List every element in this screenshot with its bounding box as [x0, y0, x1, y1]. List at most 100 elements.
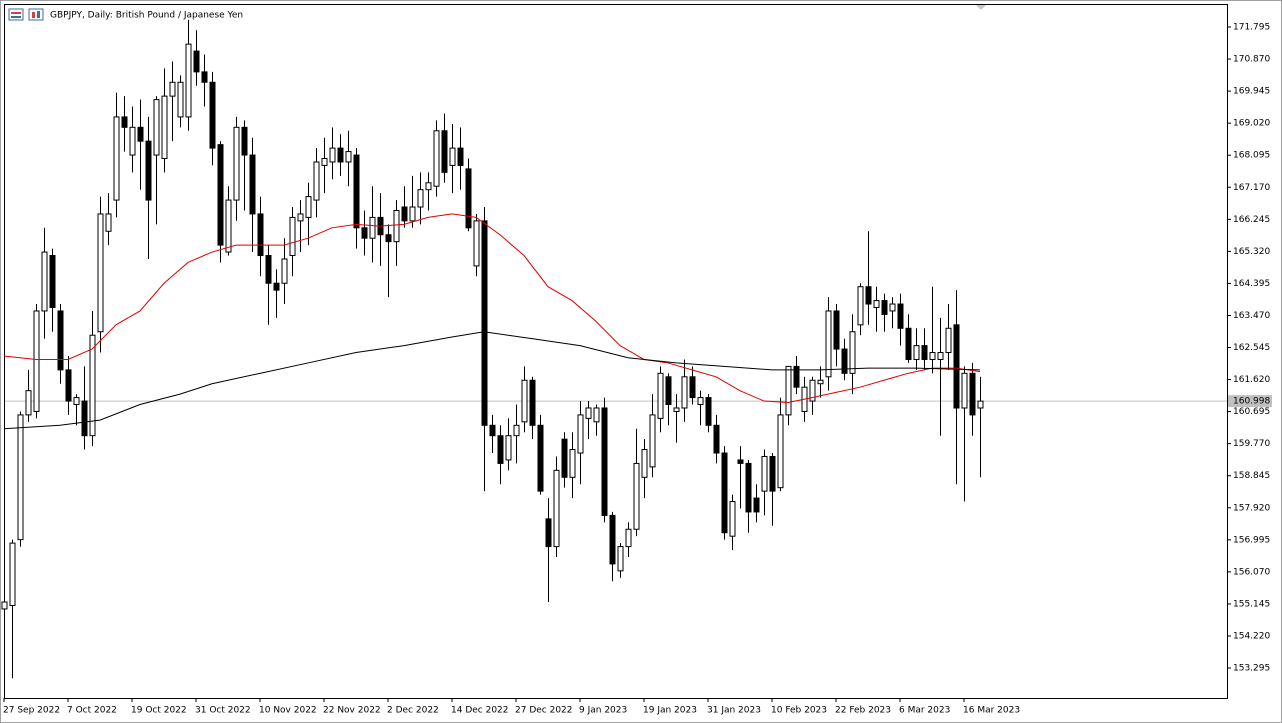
- candle-body: [457, 147, 464, 166]
- candle-body: [449, 147, 456, 166]
- candle-body: [417, 189, 424, 208]
- candle-body: [681, 376, 688, 409]
- y-tick-label: 164.395: [1233, 279, 1270, 289]
- candle-body: [945, 327, 952, 354]
- y-tick-label: 168.095: [1233, 151, 1270, 161]
- candle-body: [553, 469, 560, 548]
- moving-average: [3, 213, 981, 403]
- candle-body: [537, 424, 544, 492]
- candle-body: [401, 206, 408, 222]
- candle-body: [409, 206, 416, 222]
- candle-body: [529, 379, 536, 426]
- y-tick-label: 157.920: [1233, 503, 1270, 513]
- candle-body: [393, 209, 400, 243]
- y-tick-label: 156.070: [1233, 567, 1270, 577]
- y-tick-label: 154.220: [1233, 631, 1270, 641]
- y-tick-label: 163.470: [1233, 311, 1270, 321]
- candle-body: [689, 376, 696, 399]
- candle-body: [489, 424, 496, 437]
- candle-body: [145, 140, 152, 201]
- y-tick-label: 158.845: [1233, 471, 1270, 481]
- candle-body: [921, 345, 928, 360]
- y-tick-label: 167.170: [1233, 183, 1270, 193]
- candle-body: [697, 397, 704, 406]
- candle-body: [201, 71, 208, 83]
- candle-body: [545, 518, 552, 548]
- candle-body: [905, 327, 912, 360]
- candle-body: [585, 407, 592, 419]
- candle-body: [665, 376, 672, 406]
- candle-body: [433, 130, 440, 187]
- candle-body: [169, 81, 176, 97]
- candle-body: [617, 546, 624, 572]
- candle-body: [897, 303, 904, 329]
- candle-body: [785, 365, 792, 416]
- candle-body: [441, 130, 448, 173]
- x-tick-label: 22 Feb 2023: [835, 706, 891, 716]
- candle-body: [129, 126, 136, 156]
- icon: [11, 16, 21, 18]
- x-tick-label: 7 Oct 2022: [67, 706, 117, 716]
- last-price-label: 160.998: [1233, 397, 1270, 407]
- candle-body: [185, 43, 192, 118]
- candle-body: [841, 348, 848, 374]
- candle-body: [249, 154, 256, 215]
- candle-body: [705, 397, 712, 426]
- candle-body: [9, 542, 16, 606]
- candle-body: [713, 424, 720, 454]
- candle-body: [241, 126, 248, 156]
- y-tick-label: 159.770: [1233, 439, 1270, 449]
- candle-body: [361, 227, 368, 239]
- candle-body: [521, 379, 528, 423]
- candle-body: [273, 282, 280, 291]
- candle-body: [641, 449, 648, 478]
- candle-body: [777, 414, 784, 489]
- y-tick-label: 162.545: [1233, 343, 1270, 353]
- icon: [28, 8, 44, 21]
- y-tick-label: 170.870: [1233, 55, 1270, 65]
- x-tick-label: 19 Jan 2023: [643, 706, 697, 716]
- candle-body: [329, 147, 336, 163]
- candle-body: [465, 168, 472, 229]
- x-tick-label: 27 Sep 2022: [3, 706, 60, 716]
- candle-body: [865, 286, 872, 305]
- candle-body: [425, 182, 432, 191]
- icon: [37, 11, 40, 18]
- candle-body: [673, 407, 680, 412]
- x-tick-label: 19 Oct 2022: [131, 706, 187, 716]
- candle-body: [345, 151, 352, 163]
- y-tick-label: 171.795: [1233, 23, 1270, 33]
- candle-body: [265, 255, 272, 284]
- x-tick-label: 22 Nov 2022: [323, 706, 381, 716]
- toolbar-icons: [8, 8, 44, 21]
- candle-body: [889, 303, 896, 312]
- x-tick-label: 27 Dec 2022: [515, 706, 573, 716]
- candle-body: [769, 455, 776, 492]
- candle-body: [89, 334, 96, 437]
- icon: [8, 8, 24, 21]
- candle-body: [105, 213, 112, 232]
- candle-body: [969, 372, 976, 416]
- y-tick-label: 160.695: [1233, 407, 1270, 417]
- candle-body: [153, 99, 160, 156]
- candle-body: [313, 161, 320, 201]
- y-tick-label: 156.995: [1233, 535, 1270, 545]
- candle-body: [929, 352, 936, 360]
- candle-body: [913, 345, 920, 360]
- candle-body: [513, 424, 520, 437]
- candle-body: [753, 497, 760, 513]
- candle-body: [289, 216, 296, 257]
- candle-body: [657, 372, 664, 419]
- candle-body: [17, 414, 24, 541]
- candle-body: [137, 126, 144, 142]
- shift-marker: [976, 5, 986, 10]
- candle-body: [729, 501, 736, 537]
- candle-body: [1, 601, 8, 610]
- moving-average: [3, 331, 981, 430]
- candle-body: [609, 514, 616, 565]
- candle-body: [49, 255, 56, 308]
- x-tick-label: 16 Mar 2023: [963, 706, 1020, 716]
- x-tick-label: 6 Mar 2023: [899, 706, 950, 716]
- plot-area: [4, 4, 1228, 699]
- candle-body: [809, 379, 816, 402]
